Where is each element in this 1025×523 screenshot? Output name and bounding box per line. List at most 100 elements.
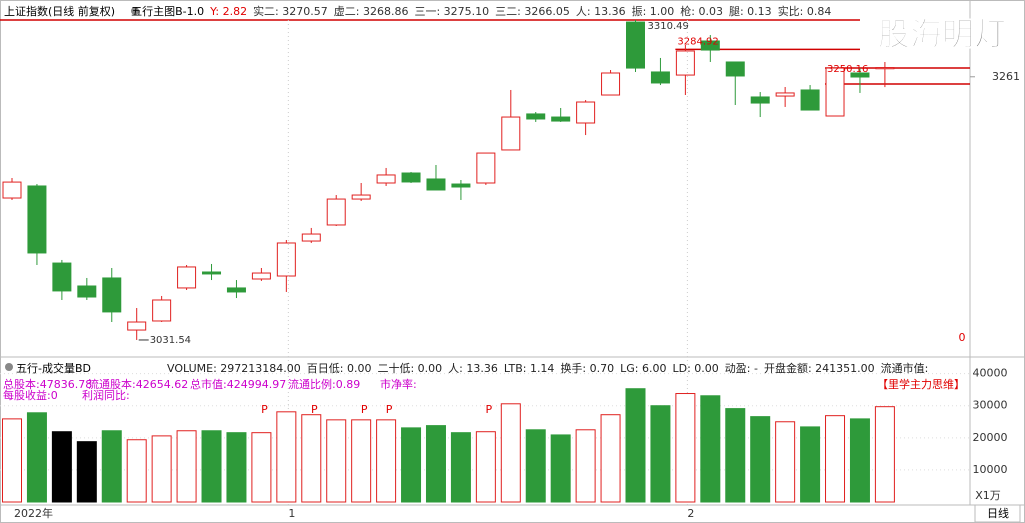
info-item: 三一: 3275.10	[414, 5, 490, 18]
info-item: 枪: 0.03	[680, 5, 723, 18]
candle-body	[177, 266, 197, 289]
volume-bar	[450, 432, 471, 503]
tag: 【里学主力思维】	[877, 377, 965, 391]
candle-body	[725, 61, 745, 77]
volume-bar	[401, 427, 422, 503]
candle-body	[675, 50, 695, 76]
y-tick-label: 20000	[973, 431, 1008, 444]
y-tick-label: 40000	[973, 367, 1008, 380]
candle-body	[426, 178, 446, 191]
marker: P	[311, 403, 318, 416]
watermark: 股海明灯	[878, 15, 1006, 53]
candle-body	[875, 67, 895, 70]
overlay-text: 流通比例:0.89	[288, 377, 360, 391]
volume-bar	[276, 411, 297, 503]
volume-bar	[251, 432, 272, 503]
candle-body	[351, 194, 371, 200]
info-item: LG: 6.00	[620, 361, 667, 375]
overlay-text: 总股本:47836.78	[3, 377, 92, 391]
info-item: 动盈: -	[724, 362, 758, 375]
candle-body	[301, 233, 321, 242]
candle-body	[825, 67, 845, 117]
info-item: 实二: 3270.57	[253, 5, 328, 18]
overlay-text: 总市值:424994.97	[190, 377, 286, 391]
icon	[131, 7, 139, 15]
info-item: LTB: 1.14	[503, 361, 555, 375]
volume-bar	[825, 415, 846, 503]
info-item: 二十低: 0.00	[377, 362, 443, 375]
x-tick-label: 1	[288, 507, 295, 520]
volume-bar	[849, 418, 870, 503]
volume-bar	[525, 429, 546, 503]
volume-bar	[650, 405, 671, 503]
volume-bar	[575, 429, 596, 503]
candle-body	[476, 152, 496, 184]
volume-bar	[425, 425, 446, 503]
volume-bar	[326, 419, 347, 503]
overlay-text: 市净率:	[380, 377, 417, 391]
info-item: 人: 13.36	[575, 5, 626, 18]
y-tick-label: 10000	[973, 463, 1008, 476]
x-tick-label: 2	[687, 507, 694, 520]
volume-bar	[600, 414, 621, 503]
candle-body	[626, 21, 645, 69]
candle-body	[77, 285, 97, 298]
candle-body	[376, 174, 396, 184]
volume-bar	[376, 419, 397, 503]
annotation: 3284.92	[677, 36, 718, 47]
volume-bar	[800, 426, 821, 503]
volume-bar	[625, 388, 646, 503]
period-label: 日线	[987, 506, 1009, 520]
info-item: 百日低: 0.00	[306, 362, 372, 375]
candle-body	[775, 92, 795, 97]
candle-body	[501, 116, 521, 151]
title: 五行-成交量BD	[16, 362, 91, 375]
info-item: 三二: 3266.05	[495, 5, 570, 18]
info-item: LD: 0.00	[672, 361, 719, 375]
marker: P	[486, 403, 493, 416]
annotation: 3250.16	[827, 64, 868, 75]
candle-body	[27, 185, 47, 254]
marker: P	[386, 403, 393, 416]
volume-header: 五行-成交量BD VOLUME: 297213184.00 百日低: 0.00 二十…	[16, 360, 928, 376]
candle-body	[850, 72, 870, 78]
period-box	[974, 504, 1021, 523]
candle-body	[251, 272, 271, 280]
candle-body	[551, 116, 571, 122]
candle-body	[52, 262, 72, 292]
candle-body	[526, 113, 546, 120]
title: 上证指数(日线 前复权)	[4, 5, 116, 18]
candle-body	[650, 71, 670, 84]
candle-body	[152, 299, 172, 322]
y-tick-label: 30000	[973, 399, 1008, 412]
volume-bar	[101, 430, 122, 503]
annotation: 3031.54	[150, 335, 191, 346]
candle-body	[326, 198, 346, 226]
candle-body	[700, 40, 720, 51]
candle-body	[750, 96, 770, 104]
volume-bar	[201, 430, 222, 503]
candle-body	[226, 287, 246, 293]
candle-body	[451, 183, 471, 188]
volume-bar	[226, 432, 247, 503]
candle-body	[127, 321, 147, 331]
y-bottom-label: 0	[959, 331, 966, 344]
volume-bar	[700, 395, 721, 503]
candle-body	[202, 271, 222, 275]
volume-bar	[475, 431, 496, 503]
info-item: Y: 2.82	[210, 4, 248, 18]
info-item: 实比: 0.84	[777, 5, 832, 18]
info-item: VOLUME: 297213184.00	[167, 361, 301, 375]
volume-bar	[550, 434, 571, 503]
overlay-text: 利润同比:	[82, 388, 130, 402]
candle-body	[102, 277, 122, 313]
volume-bar	[675, 393, 696, 503]
overlay-text: 流通股本:42654.62	[88, 377, 188, 391]
candle-body	[800, 89, 820, 111]
volume-bar	[725, 408, 746, 503]
volume-bar	[500, 403, 521, 503]
y-tick-label: 3261	[992, 70, 1020, 83]
volume-bar	[2, 418, 22, 503]
unit-label: X1万	[975, 489, 1001, 502]
info-item: 开盘金额: 241351.00	[763, 362, 875, 375]
